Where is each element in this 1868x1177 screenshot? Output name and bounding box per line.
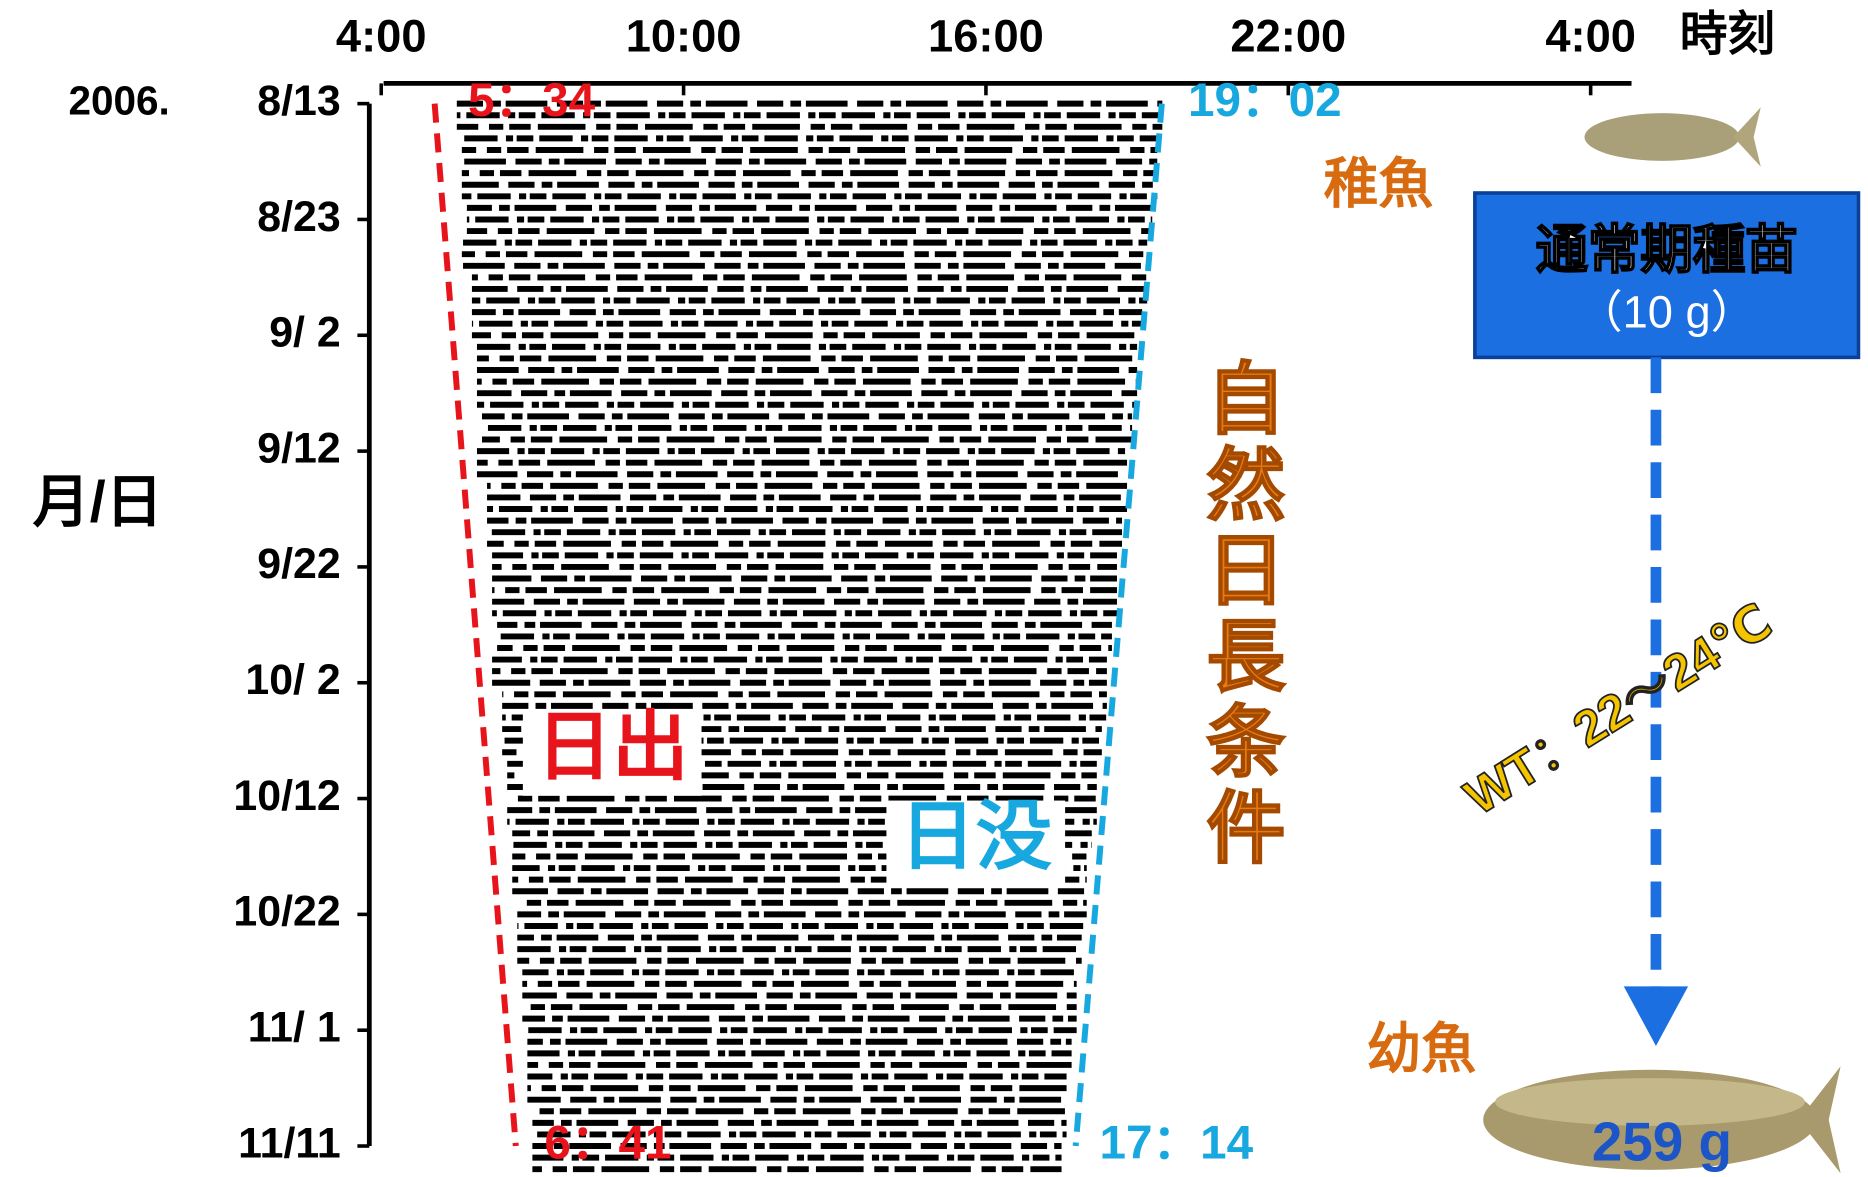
y-tick-label: 9/22 — [257, 540, 340, 588]
y-tick-label: 8/23 — [257, 193, 340, 241]
y-tick-label: 9/ 2 — [269, 309, 341, 357]
y-tick-label: 11/ 1 — [248, 1004, 341, 1052]
annotation: WT：22～24℃ — [1455, 593, 1781, 826]
sunrise-end-label: 6：41 — [544, 1117, 671, 1170]
sunrise-line — [431, 103, 519, 1147]
y-tick-label: 10/22 — [233, 888, 340, 936]
activity-row — [471, 309, 1143, 339]
activity-row — [527, 1073, 1067, 1103]
sunset-name: 日没 — [900, 794, 1053, 879]
activity-row — [532, 1108, 1067, 1138]
activity-row — [456, 100, 1163, 130]
y-tick-label: 9/12 — [257, 424, 340, 472]
activity-row — [492, 552, 1117, 582]
x-tick-label: 10:00 — [626, 10, 742, 61]
fish-large — [1483, 1066, 1841, 1174]
y-tick-label: 11/11 — [238, 1119, 341, 1167]
label-bg — [522, 712, 702, 796]
y-tick-label: 10/ 2 — [245, 656, 340, 704]
sunset-end-label: 17：14 — [1099, 1117, 1253, 1170]
arrow-head — [1623, 986, 1689, 1046]
sunset-line — [1072, 103, 1165, 1147]
sunrise-start-label: 5：34 — [468, 74, 596, 127]
sunrise-name: 日出 — [536, 705, 688, 790]
activity-row — [522, 1004, 1077, 1034]
activity-row — [492, 656, 1107, 686]
activity-row — [532, 1143, 1062, 1173]
activity-row — [461, 239, 1148, 269]
sunset-start-label: 19：02 — [1188, 74, 1342, 127]
activity-row — [476, 378, 1138, 408]
activity-row — [461, 135, 1158, 165]
annotation: 通常期種苗 — [1536, 222, 1798, 280]
activity-row — [482, 413, 1133, 443]
activity-row — [466, 204, 1153, 235]
activity-row — [487, 482, 1128, 512]
year-label: 2006. — [68, 77, 169, 123]
annotation: 幼魚 — [1366, 1018, 1476, 1080]
seed-box — [1473, 191, 1861, 360]
annotation: （10 g） — [1577, 287, 1756, 338]
annotation: 自然日長条件 — [1195, 357, 1285, 872]
fish-small — [1584, 107, 1761, 167]
y-tick-label: 8/13 — [257, 77, 340, 125]
label-bg — [886, 800, 1066, 884]
activity-row — [517, 899, 1087, 929]
activity-row — [487, 517, 1123, 547]
activity-row — [461, 170, 1158, 200]
annotation: 259 g — [1592, 1110, 1732, 1172]
activity-row — [471, 274, 1148, 304]
activity-row — [476, 448, 1128, 478]
activity-row — [497, 621, 1112, 651]
x-axis-label: 時刻 — [1680, 9, 1775, 62]
x-tick-label: 22:00 — [1230, 10, 1346, 61]
activity-row — [517, 934, 1082, 964]
y-axis-label: 月/日 — [33, 470, 163, 534]
x-tick-label: 4:00 — [336, 10, 427, 61]
annotation: 稚魚 — [1324, 153, 1434, 215]
x-tick-label: 4:00 — [1545, 10, 1636, 61]
activity-row — [476, 343, 1138, 374]
x-tick-label: 16:00 — [928, 10, 1044, 61]
y-tick-label: 10/12 — [233, 772, 340, 820]
activity-row — [522, 969, 1077, 999]
activity-row — [492, 587, 1117, 617]
activity-row — [527, 1038, 1072, 1068]
